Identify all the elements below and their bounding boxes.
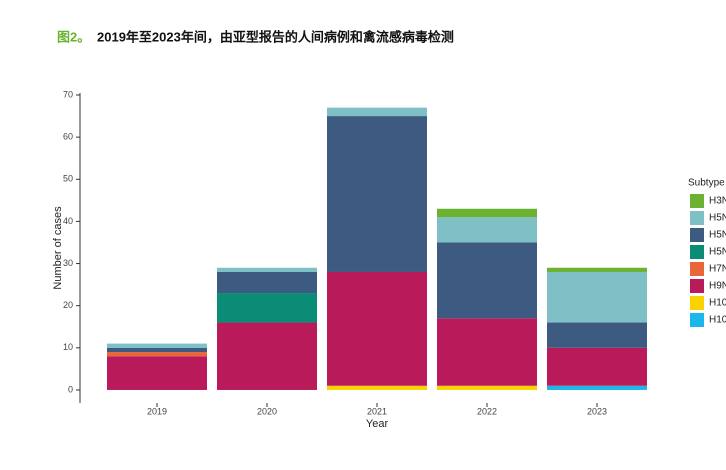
bar-segment [217, 267, 317, 272]
legend-swatch [690, 228, 704, 242]
bar-segment [437, 318, 537, 386]
bar-segment [107, 347, 207, 353]
y-axis-title: Number of cases [52, 206, 64, 290]
bar-segment [327, 116, 427, 272]
legend-label: H10 [709, 315, 726, 326]
bar-segment [437, 217, 537, 243]
y-tick-label: 50 [63, 174, 73, 184]
y-tick-label: 0 [68, 384, 73, 394]
legend-swatch [690, 211, 704, 225]
legend-label: H3N [709, 196, 726, 207]
legend-label: H5N [709, 230, 726, 241]
legend-label: H5N [709, 247, 726, 258]
bar-segment [107, 356, 207, 390]
bar-segment [327, 271, 427, 386]
figure-label: 图2。 [57, 29, 90, 44]
bar-segment [217, 322, 317, 390]
y-tick-label: 60 [63, 132, 73, 142]
bar-segment [437, 242, 537, 319]
chart-title: 2019年至2023年间，由亚型报告的人间病例和禽流感病毒检测 [97, 29, 454, 44]
legend-swatch [690, 262, 704, 276]
legend-label: H9N [709, 281, 726, 292]
y-tick-label: 30 [63, 258, 73, 268]
x-axis-title: Year [366, 418, 389, 430]
bar-segment [217, 271, 317, 294]
bar-segment [327, 107, 427, 117]
legend-swatch [690, 194, 704, 208]
legend-label: H7N [709, 264, 726, 275]
y-tick-label: 40 [63, 216, 73, 226]
y-tick-label: 20 [63, 300, 73, 310]
legend-label: H10 [709, 298, 726, 309]
bar-segment [547, 322, 647, 348]
x-tick-label: 2019 [147, 406, 167, 416]
legend-title: Subtype [688, 178, 725, 189]
bar-segment [437, 208, 537, 218]
legend-swatch [690, 245, 704, 259]
x-tick-label: 2020 [257, 406, 277, 416]
bar-segment [217, 293, 317, 323]
legend-swatch [690, 296, 704, 310]
bar-segment [547, 347, 647, 386]
y-tick-label: 70 [63, 89, 73, 99]
x-tick-label: 2023 [587, 406, 607, 416]
bar-segment [327, 385, 427, 390]
x-tick-label: 2021 [367, 406, 387, 416]
legend-swatch [690, 279, 704, 293]
bar-segment [547, 267, 647, 272]
x-tick-label: 2022 [477, 406, 497, 416]
y-tick-label: 10 [63, 342, 73, 352]
bar-segment [547, 385, 647, 390]
bar-segment [547, 271, 647, 323]
bar-segment [437, 385, 537, 390]
legend-swatch [690, 313, 704, 327]
bar-segment [107, 343, 207, 348]
bar-segment [107, 352, 207, 357]
legend-label: H5N [709, 213, 726, 224]
